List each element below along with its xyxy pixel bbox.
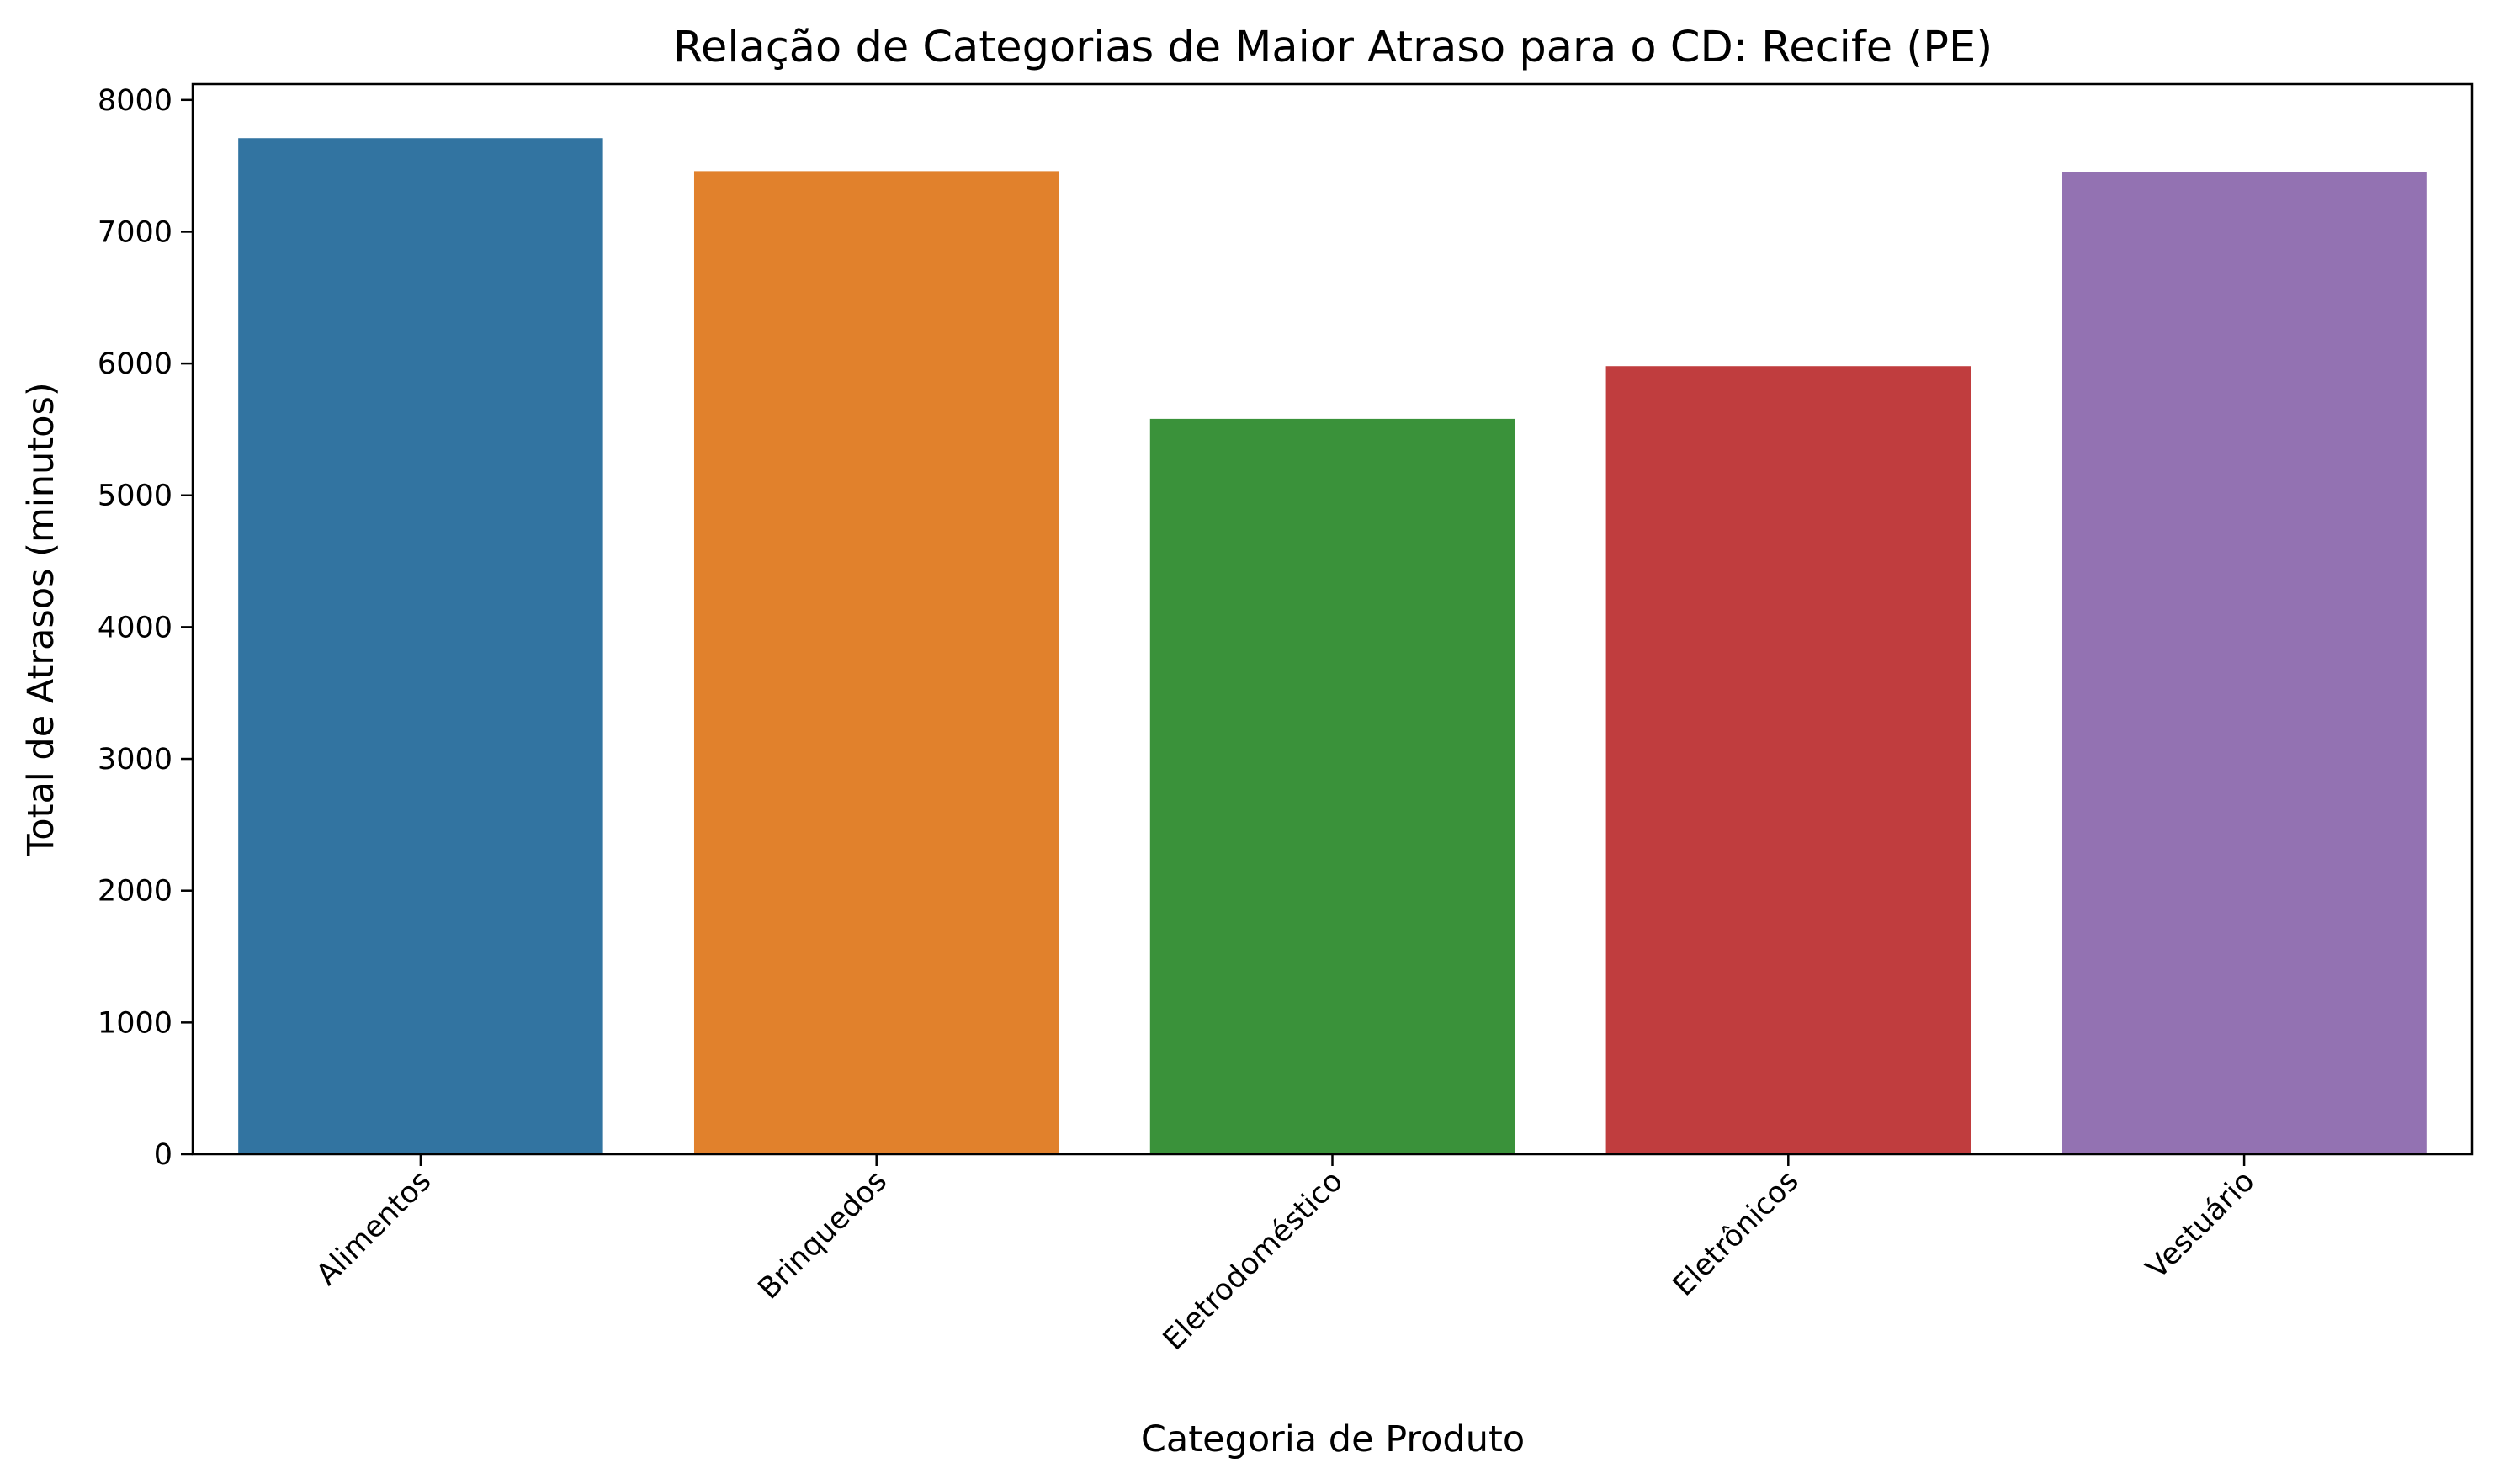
y-axis-label: Total de Atrasos (minutos) (20, 382, 62, 856)
x-axis: Alimentos Brinquedos Eletrodoméstico Eletrô… (310, 1154, 2262, 1357)
x-tick-label-0: Alimentos (310, 1164, 438, 1292)
y-axis: 0 1000 2000 3000 4000 5000 6000 7000 8000 (98, 84, 193, 1172)
y-tick-label-0: 0 (154, 1138, 172, 1172)
y-tick-label-5: 5000 (98, 480, 172, 513)
bar-0 (238, 138, 602, 1154)
bar-3 (1606, 366, 1971, 1154)
bar-1 (694, 171, 1059, 1154)
x-axis-label: Categoria de Produto (1141, 1418, 1525, 1460)
chart-title: Relação de Categorias de Maior Atraso pa… (673, 23, 1993, 72)
bar-2 (1150, 419, 1515, 1154)
y-tick-label-6: 6000 (98, 347, 172, 381)
y-tick-label-3: 3000 (98, 743, 172, 776)
y-tick-label-8: 8000 (98, 84, 172, 118)
bar-4 (2062, 172, 2426, 1154)
y-tick-label-4: 4000 (98, 611, 172, 644)
x-tick-label-3: Eletrônicos (1667, 1164, 1806, 1303)
bars-group (238, 138, 2427, 1154)
y-tick-label-7: 7000 (98, 215, 172, 249)
y-tick-label-2: 2000 (98, 875, 172, 909)
x-tick-label-1: Brinquedos (752, 1164, 894, 1306)
y-tick-label-1: 1000 (98, 1006, 172, 1040)
x-tick-label-4: Vestuário (2140, 1164, 2261, 1285)
x-tick-label-2: Eletrodoméstico (1157, 1164, 1350, 1357)
